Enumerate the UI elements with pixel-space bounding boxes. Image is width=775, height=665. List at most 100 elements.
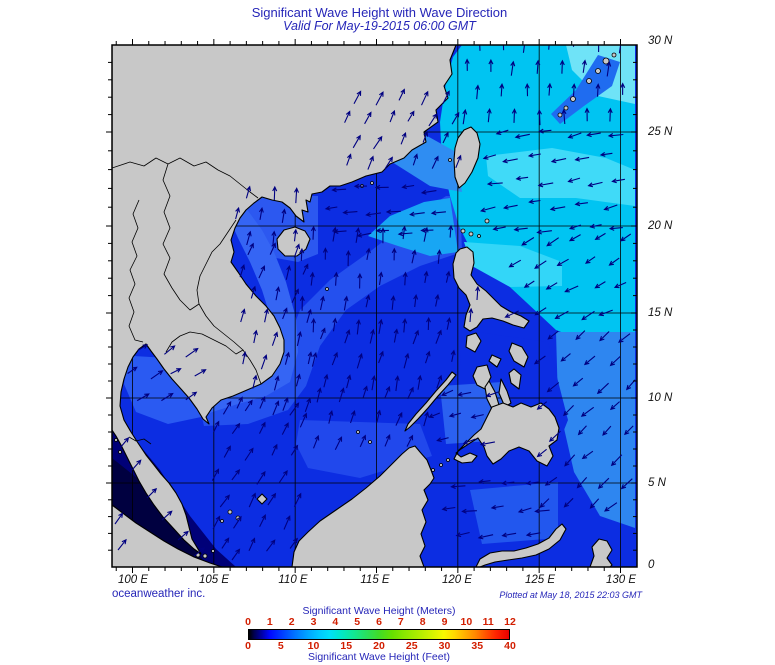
wave-arrow bbox=[293, 492, 302, 508]
lon-label: 130 E bbox=[605, 574, 637, 586]
wave-arrow bbox=[332, 317, 338, 332]
wave-arrow bbox=[236, 396, 243, 409]
wave-arrow bbox=[239, 264, 246, 278]
wave-arrow bbox=[324, 205, 338, 211]
wave-arrow bbox=[554, 310, 569, 319]
wave-arrow bbox=[397, 231, 413, 237]
wave-arrow bbox=[441, 506, 456, 512]
meters-tick-label: 9 bbox=[441, 616, 448, 628]
wave-arrow bbox=[409, 211, 425, 217]
wave-arrow bbox=[560, 353, 571, 362]
wave-arrow bbox=[185, 391, 198, 401]
wave-arrow bbox=[296, 330, 303, 347]
wave-arrow bbox=[259, 514, 266, 528]
wave-arrow bbox=[194, 369, 207, 377]
wave-arrow bbox=[479, 45, 481, 51]
wave-arrow bbox=[521, 237, 535, 246]
wave-arrow bbox=[548, 45, 550, 50]
wave-arrow bbox=[535, 59, 541, 74]
wave-arrow bbox=[533, 355, 546, 365]
wave-arrow bbox=[365, 247, 371, 261]
land-taiwan bbox=[453, 126, 481, 189]
wave-arrow bbox=[422, 131, 429, 143]
wave-arrow bbox=[395, 411, 403, 426]
meters-tick-label: 10 bbox=[460, 616, 473, 628]
wave-arrow bbox=[344, 329, 351, 344]
wave-arrow bbox=[528, 199, 541, 205]
wave-arrow bbox=[468, 307, 474, 323]
legend-title-feet: Significant Wave Height (Feet) bbox=[307, 651, 450, 663]
wave-arrow bbox=[390, 295, 396, 310]
wave-arrow bbox=[247, 242, 254, 256]
wave-arrow bbox=[527, 152, 541, 158]
wave-arrow bbox=[235, 206, 241, 220]
sea-midband bbox=[199, 196, 462, 426]
wave-arrow bbox=[311, 351, 318, 367]
wave-arrow bbox=[319, 327, 326, 340]
wave-arrow bbox=[446, 316, 452, 330]
wave-arrow bbox=[353, 90, 362, 104]
wave-arrow bbox=[384, 434, 391, 447]
wave-arrow bbox=[222, 400, 232, 415]
wave-arrow bbox=[281, 422, 289, 435]
wave-arrow bbox=[436, 437, 449, 443]
wave-arrow bbox=[328, 410, 334, 424]
wave-arrow bbox=[258, 265, 266, 279]
wave-arrow bbox=[283, 515, 291, 530]
wave-arrow bbox=[442, 131, 449, 144]
page-title: Significant Wave Height with Wave Direct… bbox=[251, 5, 508, 20]
wave-arrow bbox=[430, 210, 446, 216]
wave-arrow bbox=[547, 330, 559, 340]
wave-arrow bbox=[374, 184, 389, 190]
wave-arrow bbox=[548, 430, 561, 443]
wave-arrow bbox=[233, 515, 242, 529]
wave-arrow bbox=[561, 108, 567, 125]
wave-arrow bbox=[177, 530, 189, 541]
wave-arrow bbox=[231, 548, 241, 561]
lat-label: 20 N bbox=[648, 220, 673, 232]
lon-label: 105 E bbox=[198, 574, 230, 586]
meters-tick-label: 6 bbox=[376, 616, 382, 628]
wave-arrow bbox=[384, 385, 391, 399]
wave-arrow bbox=[455, 154, 462, 169]
wave-arrow bbox=[332, 229, 347, 235]
wave-arrow bbox=[575, 330, 586, 341]
wave-arrow bbox=[598, 309, 613, 317]
wave-arrow bbox=[574, 156, 590, 162]
wave-arrow bbox=[539, 498, 550, 508]
wave-arrow bbox=[219, 494, 230, 508]
feet-tick-label: 40 bbox=[504, 640, 516, 652]
wave-arrow bbox=[352, 134, 361, 149]
wave-arrow bbox=[211, 468, 220, 481]
wave-arrow bbox=[402, 271, 408, 286]
wave-arrow bbox=[359, 434, 367, 448]
wave-arrow bbox=[342, 209, 358, 215]
wave-arrow bbox=[223, 445, 231, 458]
wave-arrow bbox=[598, 45, 600, 53]
wave-arrow bbox=[378, 318, 384, 334]
lon-label: 125 E bbox=[524, 574, 556, 586]
wave-arrow bbox=[510, 60, 516, 76]
wave-arrow bbox=[344, 110, 351, 123]
wave-arrow bbox=[462, 108, 468, 125]
wave-arrow bbox=[137, 344, 149, 351]
wave-arrow bbox=[264, 308, 269, 323]
sea-east-taiwan-bright bbox=[486, 148, 635, 206]
wave-arrow bbox=[618, 45, 622, 54]
wave-arrow bbox=[375, 228, 389, 234]
wave-arrow bbox=[478, 479, 491, 485]
wave-arrow bbox=[331, 351, 338, 366]
wave-arrow bbox=[514, 133, 530, 139]
wave-arrow bbox=[281, 208, 287, 223]
feet-tick-label: 30 bbox=[438, 640, 451, 652]
wave-arrow bbox=[271, 230, 277, 246]
wave-arrow bbox=[534, 260, 547, 269]
wave-arrow bbox=[389, 109, 396, 123]
wave-arrow bbox=[580, 406, 595, 417]
feet-tick-label: 10 bbox=[307, 640, 320, 652]
wave-arrow bbox=[537, 109, 542, 126]
wave-arrow bbox=[536, 229, 552, 235]
wave-arrow bbox=[428, 412, 441, 419]
wave-arrow bbox=[294, 187, 300, 204]
wave-arrow bbox=[333, 271, 339, 286]
